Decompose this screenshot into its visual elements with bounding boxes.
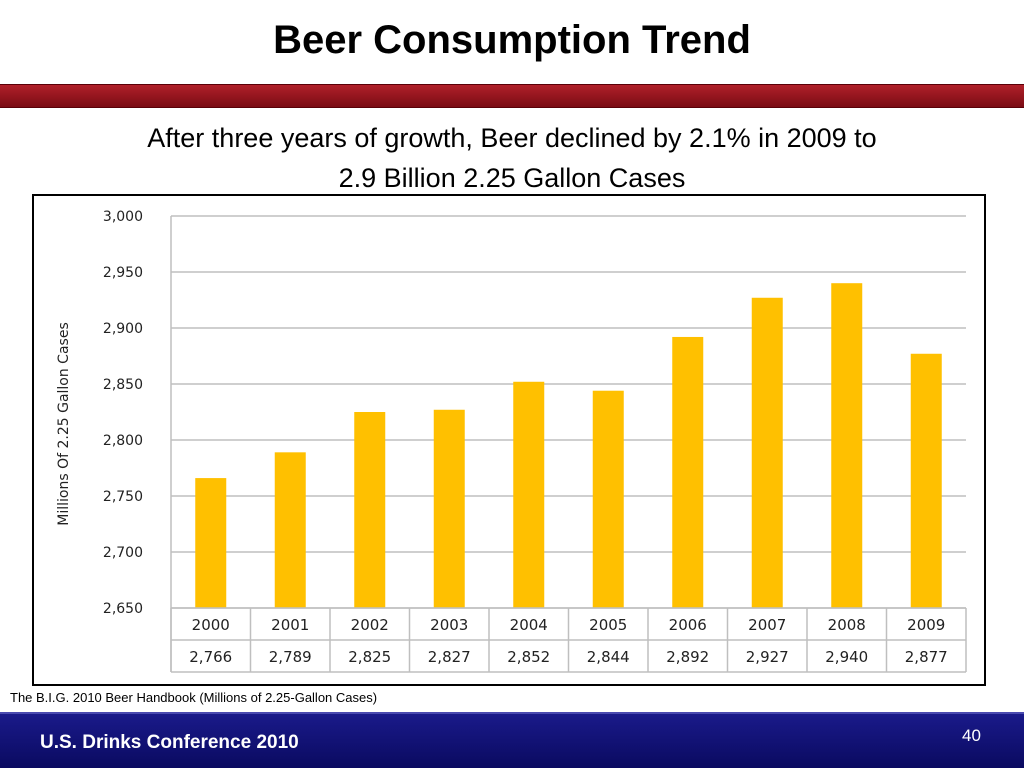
title-rule — [0, 84, 1024, 108]
x-tick-label: 2008 — [828, 616, 866, 634]
footer-conference-name: U.S. Drinks Conference 2010 — [40, 732, 299, 753]
data-label: 2,827 — [428, 648, 471, 666]
bar — [831, 283, 863, 608]
x-tick-label: 2001 — [271, 616, 309, 634]
data-label: 2,940 — [825, 648, 868, 666]
y-tick-label: 2,800 — [103, 433, 143, 449]
page-number: 40 — [962, 726, 981, 745]
bar — [672, 336, 704, 608]
bar — [354, 412, 386, 608]
bar — [751, 297, 783, 608]
data-label: 2,844 — [587, 648, 630, 666]
y-tick-label: 2,850 — [103, 377, 143, 393]
bar — [513, 381, 545, 608]
y-tick-label: 3,000 — [103, 209, 143, 225]
footer-bar: U.S. Drinks Conference 2010 40 — [0, 712, 1024, 768]
x-tick-label: 2000 — [192, 616, 230, 634]
bar — [592, 390, 624, 608]
slide-title: Beer Consumption Trend — [273, 18, 751, 62]
bar — [433, 409, 465, 608]
data-label: 2,789 — [269, 648, 312, 666]
bar — [910, 353, 942, 608]
bar — [195, 478, 227, 608]
data-label: 2,877 — [905, 648, 948, 666]
subtitle-line-2: 2.9 Billion 2.25 Gallon Cases — [338, 163, 686, 193]
data-label: 2,825 — [348, 648, 391, 666]
x-tick-label: 2003 — [430, 616, 468, 634]
bar — [274, 452, 306, 608]
x-tick-label: 2004 — [510, 616, 548, 634]
y-tick-label: 2,950 — [103, 265, 143, 281]
subtitle-line-1: After three years of growth, Beer declin… — [147, 123, 877, 153]
y-axis-label: Millions Of 2.25 Gallon Cases — [56, 322, 72, 526]
data-label: 2,927 — [746, 648, 789, 666]
data-label: 2,766 — [189, 648, 232, 666]
data-label: 2,852 — [507, 648, 550, 666]
bar-chart: 2,650 2,700 2,750 2,800 2,850 2,900 2,950 3,000… — [56, 209, 967, 673]
x-tick-label: 2007 — [748, 616, 786, 634]
x-tick-label: 2005 — [589, 616, 627, 634]
data-label: 2,892 — [666, 648, 709, 666]
x-tick-label: 2002 — [351, 616, 389, 634]
x-tick-label: 2006 — [669, 616, 707, 634]
y-tick-label: 2,700 — [103, 545, 143, 561]
y-tick-label: 2,650 — [103, 601, 143, 617]
source-note: The B.I.G. 2010 Beer Handbook (Millions … — [10, 690, 378, 705]
x-tick-label: 2009 — [907, 616, 945, 634]
y-tick-label: 2,900 — [103, 321, 143, 337]
chart-frame: 2,650 2,700 2,750 2,800 2,850 2,900 2,950 3,000… — [32, 194, 986, 686]
y-tick-label: 2,750 — [103, 489, 143, 505]
slide-subtitle: After three years of growth, Beer declin… — [30, 118, 994, 198]
